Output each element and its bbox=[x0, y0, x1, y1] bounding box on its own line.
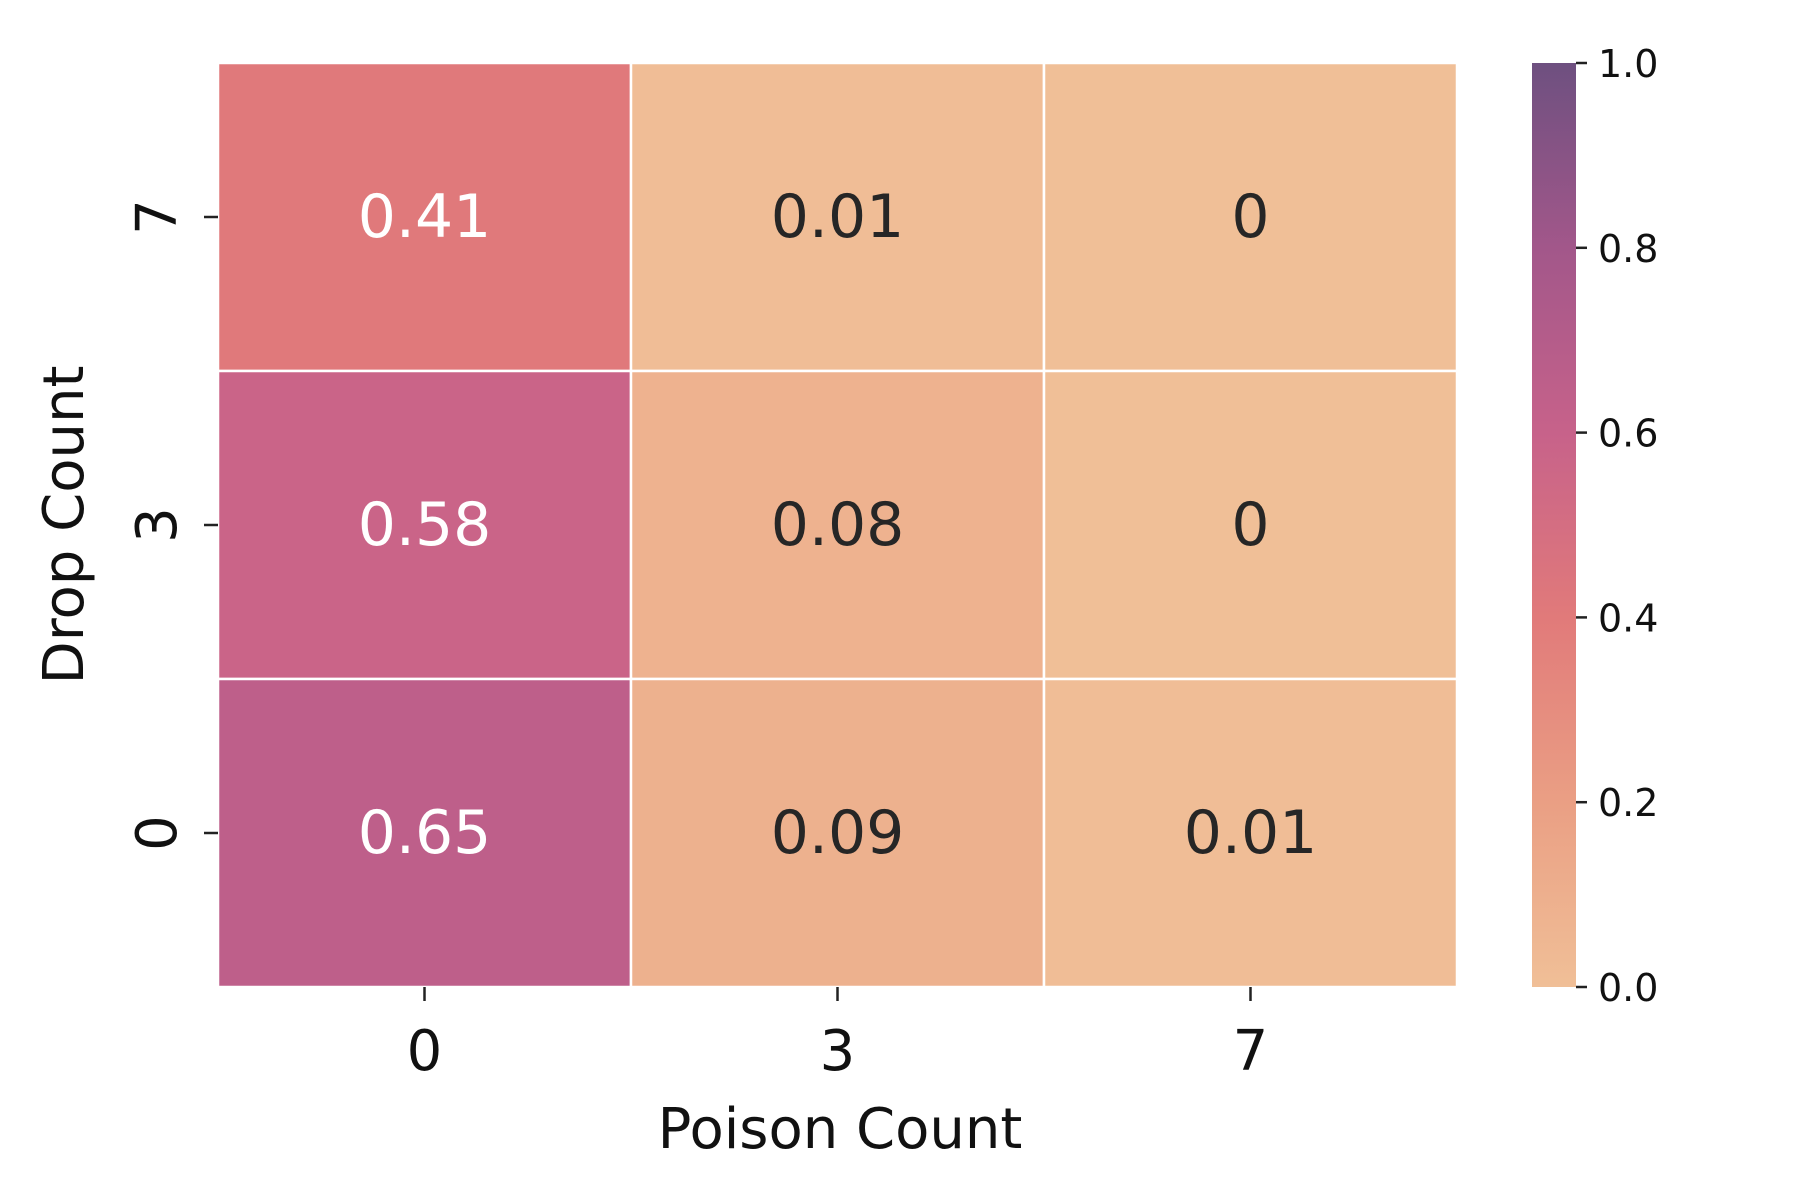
heatmap-cell bbox=[1042, 369, 1459, 681]
cell-value-label: 0 bbox=[1231, 182, 1269, 252]
colorbar-tick-label: 1.0 bbox=[1598, 42, 1658, 86]
colorbar-tick-label: 0.6 bbox=[1598, 412, 1658, 456]
cell-value-label: 0.65 bbox=[358, 798, 492, 868]
x-tick-label: 0 bbox=[407, 1019, 443, 1084]
heatmap-cell bbox=[629, 61, 1046, 373]
y-axis: 7 3 0 bbox=[125, 199, 218, 851]
colorbar-tick-label: 0.8 bbox=[1598, 227, 1658, 271]
heatmap-cell bbox=[216, 369, 633, 681]
cell-value-label: 0 bbox=[1231, 490, 1269, 560]
y-tick-label: 3 bbox=[125, 507, 190, 543]
cell-value-label: 0.58 bbox=[358, 490, 492, 560]
heatmap-cell bbox=[629, 369, 1046, 681]
colorbar-tick-label: 0.4 bbox=[1598, 596, 1658, 640]
colorbar: 0.0 0.2 0.4 0.6 0.8 1.0 bbox=[1532, 42, 1658, 1010]
y-tick-label: 0 bbox=[125, 815, 190, 851]
cell-value-label: 0.09 bbox=[771, 798, 905, 868]
y-axis-title: Drop Count bbox=[32, 366, 97, 685]
heatmap-cells bbox=[216, 61, 1459, 989]
cell-value-label: 0.41 bbox=[358, 182, 492, 252]
cell-value-label: 0.08 bbox=[771, 490, 905, 560]
x-axis: 0 3 7 bbox=[407, 987, 1269, 1084]
heatmap-cell bbox=[629, 677, 1046, 989]
x-tick-label: 3 bbox=[820, 1019, 856, 1084]
x-axis-title: Poison Count bbox=[658, 1097, 1023, 1162]
colorbar-gradient bbox=[1532, 63, 1576, 987]
colorbar-tick-label: 0.0 bbox=[1598, 966, 1658, 1010]
heatmap-cell-labels: 0.41 0.01 0 0.58 0.08 0 0.65 0.09 0.01 bbox=[358, 182, 1318, 868]
y-tick-label: 7 bbox=[125, 199, 190, 235]
heatmap-cell bbox=[216, 61, 633, 373]
heatmap-cell bbox=[1042, 61, 1459, 373]
cell-value-label: 0.01 bbox=[771, 182, 905, 252]
x-tick-label: 7 bbox=[1233, 1019, 1269, 1084]
colorbar-tick-label: 0.2 bbox=[1598, 781, 1658, 825]
cell-value-label: 0.01 bbox=[1184, 798, 1318, 868]
